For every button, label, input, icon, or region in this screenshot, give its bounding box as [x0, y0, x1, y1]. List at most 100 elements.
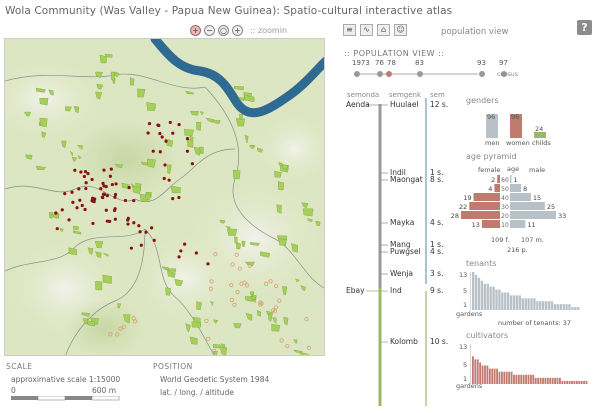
semgenk-maongat[interactable]: Maongat — [390, 175, 423, 184]
pyramid-female-value: 4 — [488, 185, 492, 193]
abandoned-house-marker — [304, 317, 309, 322]
population-view-header: :: POPULATION VIEW :: — [344, 49, 445, 58]
semgenk-huulael[interactable]: Huulael — [390, 100, 419, 109]
house-marker — [127, 185, 131, 190]
semgenk-mayka[interactable]: Mayka — [390, 218, 415, 227]
house-marker — [63, 192, 67, 196]
census-point-93[interactable] — [479, 71, 485, 77]
abandoned-house-marker — [209, 279, 214, 284]
house-marker — [102, 168, 106, 172]
census-point-1973[interactable] — [354, 71, 360, 77]
garden-plot — [104, 53, 113, 58]
garden-plot — [24, 111, 32, 117]
garden-plot — [272, 317, 277, 324]
cultivators-ytick-5: 5 — [463, 361, 468, 369]
census-year-1973: 1973 — [352, 59, 370, 67]
pan-button[interactable]: + — [232, 24, 243, 36]
help-button[interactable]: ? — [577, 20, 592, 35]
semgenk-ind[interactable]: Ind — [390, 286, 402, 295]
histogram-bar — [573, 380, 576, 384]
histogram-bar — [527, 298, 530, 310]
semgenk-puwgsel[interactable]: Puwgsel — [390, 247, 421, 256]
histogram-bar — [488, 368, 491, 384]
abandoned-house-marker — [285, 343, 290, 349]
house-icon[interactable]: ⌂ — [377, 24, 390, 36]
house-marker — [126, 218, 130, 222]
garden-plot — [226, 228, 238, 236]
garden-plot — [82, 318, 88, 325]
histogram-bar — [530, 298, 533, 310]
house-marker — [71, 200, 75, 204]
pyramid-bar-female — [497, 175, 500, 183]
census-point-97[interactable] — [501, 71, 507, 77]
garden-plot — [161, 266, 169, 271]
house-marker — [183, 242, 187, 246]
abandoned-house-marker — [268, 279, 273, 284]
house-marker — [113, 217, 117, 221]
chart-icon[interactable]: ∿ — [360, 24, 373, 36]
map-view[interactable] — [4, 38, 325, 356]
histogram-bar — [556, 304, 559, 310]
move-icon: + — [234, 25, 241, 35]
histogram-bar — [551, 377, 554, 384]
histogram-bar — [527, 374, 530, 384]
house-marker — [86, 171, 90, 176]
garden-plot — [293, 349, 303, 354]
list-icon[interactable]: ≡ — [343, 24, 356, 36]
garden-plot — [35, 165, 47, 170]
garden-plot — [209, 301, 214, 307]
scale-tick-600: 600 m — [92, 386, 117, 395]
house-marker — [179, 249, 183, 253]
semgenk-mang[interactable]: Mang — [390, 240, 411, 249]
histogram-bar — [561, 380, 564, 384]
count-wenja: 3 s. — [430, 269, 444, 278]
census-timeline: 1973 76 78 83 93 97 census — [344, 59, 518, 83]
garden-plot — [81, 312, 91, 317]
garden-plot — [59, 227, 64, 233]
histogram-bar — [578, 380, 581, 384]
zoom-out-button[interactable]: − — [204, 24, 215, 36]
house-marker — [105, 219, 109, 223]
garden-plot — [267, 313, 273, 322]
garden-plot — [95, 251, 102, 258]
house-marker — [139, 243, 143, 247]
pyramid-bar-female — [473, 193, 500, 201]
garden-plot — [41, 131, 47, 138]
lineage-lines — [366, 98, 427, 406]
gender-value-childs: 24 — [535, 125, 544, 133]
semgenk-kolomb[interactable]: Kolomb — [390, 337, 418, 346]
census-point-78[interactable] — [386, 71, 392, 77]
census-point-83[interactable] — [417, 71, 423, 77]
garden-plot — [249, 242, 260, 246]
garden-plot — [244, 95, 255, 103]
pyramid-bar-male — [510, 202, 545, 210]
garden-plot — [114, 163, 123, 169]
position-coords: lat. / long. / altitude — [160, 388, 234, 397]
pyramid-male-value: 33 — [558, 212, 566, 220]
pyramid-bar-female — [494, 184, 500, 192]
pyramid-total: 216 p. — [507, 246, 528, 254]
census-point-76[interactable] — [377, 71, 383, 77]
semonda-aenda[interactable]: Aenda — [346, 100, 370, 109]
semgenk-wenja[interactable]: Wenja — [390, 269, 414, 278]
count-kolomb: 10 s. — [430, 337, 449, 346]
position-heading: POSITION — [153, 362, 193, 371]
semgenk-indil[interactable]: Indil — [390, 168, 406, 177]
map-canvas[interactable] — [5, 39, 325, 356]
person-icon[interactable]: ☺ — [394, 24, 407, 36]
zoom-in-button[interactable]: + — [190, 24, 201, 36]
house-marker — [79, 170, 83, 174]
garden-plot — [102, 274, 112, 284]
histogram-bar — [550, 301, 554, 310]
abandoned-house-marker — [115, 332, 120, 337]
house-marker — [163, 163, 167, 167]
zoom-reset-button[interactable]: ○ — [218, 24, 229, 36]
abandoned-house-marker — [229, 282, 234, 288]
semonda-ebay[interactable]: Ebay — [346, 286, 365, 295]
census-year-93: 93 — [477, 59, 486, 67]
house-marker — [185, 137, 190, 141]
garden-plot — [234, 236, 238, 244]
house-marker — [162, 176, 166, 181]
count-maongat: 8 s. — [430, 175, 444, 184]
garden-plot — [260, 251, 271, 258]
